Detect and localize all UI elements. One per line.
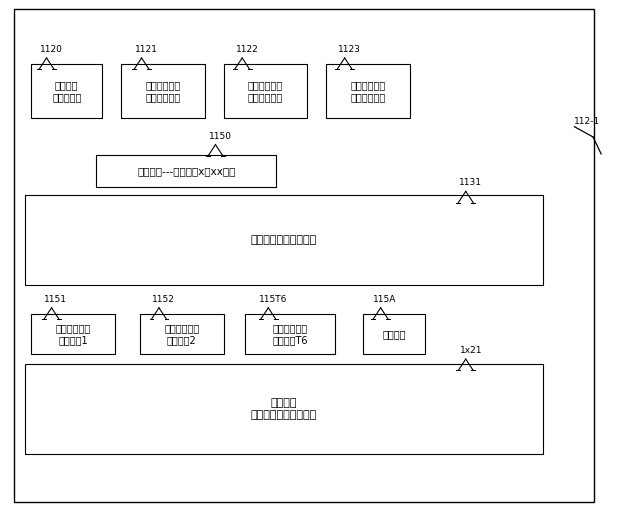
Text: 跳转菜单: 跳转菜单 [383, 329, 406, 339]
Text: 线上销售
区划提示栏: 线上销售 区划提示栏 [52, 80, 81, 102]
Text: 112-1: 112-1 [574, 116, 600, 126]
Bar [363, 314, 425, 354]
Text: 1x21: 1x21 [460, 346, 482, 355]
Text: 1122: 1122 [236, 45, 258, 54]
Bar [245, 314, 335, 354]
Bar [121, 64, 205, 118]
Bar [25, 195, 543, 285]
Text: 线上销售区划
一级选择菜单: 线上销售区划 一级选择菜单 [145, 80, 181, 102]
Text: 销售区划
可供销售商品展示信息: 销售区划 可供销售商品展示信息 [251, 398, 317, 420]
Text: 预售到货日期
选择菜单1: 预售到货日期 选择菜单1 [55, 323, 91, 345]
Text: 预售到货日期
选择菜单2: 预售到货日期 选择菜单2 [164, 323, 199, 345]
Text: 115T6: 115T6 [259, 294, 288, 304]
Text: 1123: 1123 [338, 45, 361, 54]
Text: 门店分布地理位置信息: 门店分布地理位置信息 [251, 235, 317, 245]
Bar [31, 64, 102, 118]
Text: 预售到货日期
选择菜单T6: 预售到货日期 选择菜单T6 [273, 323, 308, 345]
Text: 1121: 1121 [135, 45, 157, 54]
Bar [96, 155, 276, 187]
Bar [31, 314, 115, 354]
Bar [140, 314, 224, 354]
Text: 线上销售区划
二级选择菜单: 线上销售区划 二级选择菜单 [248, 80, 283, 102]
Text: 1151: 1151 [44, 294, 68, 304]
Text: 1120: 1120 [40, 45, 62, 54]
Text: 实体门店---马上送（x月xx日）: 实体门店---马上送（x月xx日） [137, 166, 235, 176]
Text: 1152: 1152 [152, 294, 175, 304]
Bar [224, 64, 307, 118]
Text: 115A: 115A [373, 294, 397, 304]
Bar [326, 64, 410, 118]
Bar [25, 364, 543, 454]
Text: 线上销售区划
三级选择菜单: 线上销售区划 三级选择菜单 [350, 80, 386, 102]
Text: 1131: 1131 [459, 178, 483, 187]
Text: 1150: 1150 [209, 131, 232, 141]
